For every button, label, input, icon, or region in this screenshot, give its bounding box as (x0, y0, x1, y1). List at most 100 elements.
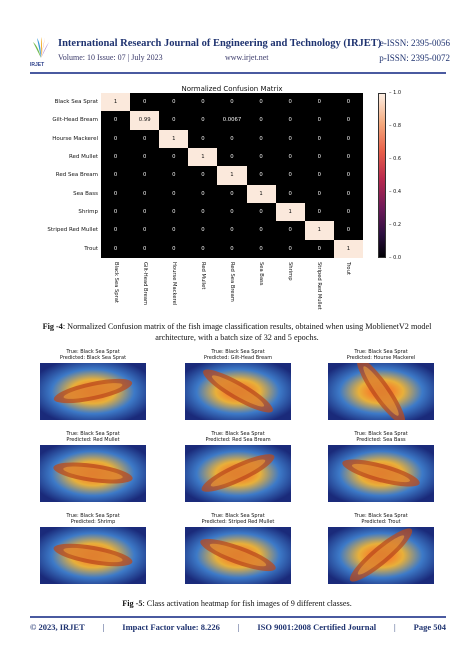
matrix-cell: 0 (201, 190, 205, 197)
matrix-cell: 0 (259, 227, 263, 234)
matrix-cell: 0 (259, 154, 263, 161)
matrix-cell: 0 (288, 190, 292, 197)
matrix-cell: 0 (230, 190, 234, 197)
colorbar-tick-label: – 0.4 (389, 189, 402, 195)
true-label: True: Black Sea Sprat (211, 431, 265, 437)
website-link[interactable]: www.irjet.net (225, 53, 269, 62)
matrix-cell: 0 (142, 227, 147, 234)
volume-info: Volume: 10 Issue: 07 | July 2023 (58, 53, 163, 62)
matrix-cell: 0 (172, 227, 176, 234)
colorbar-tick-label: – 1.0 (389, 90, 402, 96)
predicted-label: Predicted: Red Sea Bream (205, 436, 271, 443)
footer-iso: ISO 9001:2008 Certified Journal (257, 622, 377, 632)
y-axis-labels: Black Sea Sprat Gilt-Head Bream Hourse Mac… (20, 93, 98, 258)
footer-impact: Impact Factor value: 8.226 (122, 622, 220, 632)
true-label: True: Black Sea Sprat (354, 349, 408, 355)
x-tick-label: Hourse Mackerel (170, 262, 177, 306)
heatmap-tile: True: Black Sea Sprat Predicted: Trout (328, 513, 434, 584)
matrix-cell: 0 (230, 209, 234, 216)
matrix-cell: 1 (159, 129, 189, 148)
heatmap-grid: True: Black Sea Sprat Predicted: Black Se… (40, 349, 436, 586)
heatmap-tile: True: Black Sea Sprat Predicted: Gilt-Hea… (185, 349, 291, 420)
matrix-cell: 0 (142, 209, 147, 216)
matrix-cell: 0 (113, 117, 118, 124)
matrix-cell: 1 (333, 239, 363, 258)
matrix-cell: 1 (246, 184, 276, 203)
matrix-cell: 0 (142, 135, 147, 142)
chart-title: Normalized Confusion Matrix (181, 85, 283, 93)
matrix-cell: 0 (113, 209, 118, 216)
matrix-cell: 0 (172, 172, 176, 179)
colorbar-tick-label: – 0.6 (389, 156, 402, 162)
y-tick-label: Shrimp (78, 209, 98, 216)
y-tick-label: Striped Red Mullet (47, 227, 98, 234)
matrix-cell: 0 (201, 227, 205, 234)
x-tick-label: Sea Bass (258, 262, 265, 286)
heatmap-label: True: Black Sea Sprat Predicted: Sea Bass (328, 431, 434, 443)
matrix-cell: 0 (288, 172, 292, 179)
y-tick-label: Gilt-Head Bream (52, 117, 98, 124)
footer-divider (30, 616, 446, 618)
matrix-cell: 1 (188, 148, 218, 167)
matrix-cell: 0 (172, 154, 176, 161)
colorbar-tick-label: – 0.8 (389, 123, 402, 129)
matrix-cell: 0 (317, 245, 321, 252)
colorbar-tick-label: – 0.0 (389, 255, 402, 261)
heatmap-label: True: Black Sea Sprat Predicted: Red Mull… (40, 431, 146, 443)
footer-separator: | (394, 622, 396, 632)
true-label: True: Black Sea Sprat (211, 349, 265, 355)
footer-separator: | (102, 622, 105, 632)
confusion-matrix: 1 0 0 0 0 0 0 0 0 0 0.99 0 0 0.0067 0 0 0 0 0 0 1 0 0 0 0 0 0 0 0 0 1 0… (101, 93, 363, 258)
predicted-label: Predicted: Sea Bass (356, 436, 406, 443)
true-label: True: Black Sea Sprat (66, 513, 120, 519)
matrix-cell: 0 (142, 154, 147, 161)
heatmap-label: True: Black Sea Sprat Predicted: Red Sea … (185, 431, 291, 443)
matrix-cell: 0 (142, 190, 147, 197)
x-tick-label: Red Sea Bream (228, 262, 235, 302)
figure-5-label: Fig -5 (122, 599, 143, 608)
true-label: True: Black Sea Sprat (66, 349, 120, 355)
true-label: True: Black Sea Sprat (354, 431, 408, 437)
matrix-cell: 0 (317, 135, 321, 142)
matrix-cell: 0 (230, 154, 234, 161)
header-divider (30, 72, 446, 74)
matrix-cell: 0 (288, 135, 292, 142)
matrix-cell: 0 (259, 135, 263, 142)
figure-4-text: : Normalized Confusion matrix of the fis… (62, 322, 432, 342)
activation-heatmap-image (40, 363, 146, 420)
x-tick-label: Trout (345, 262, 352, 275)
heatmap-label: True: Black Sea Sprat Predicted: Gilt-Hea… (185, 349, 291, 361)
matrix-cell: 0 (317, 190, 321, 197)
matrix-cell: 0 (113, 190, 118, 197)
activation-heatmap-image (185, 363, 291, 420)
matrix-cell: 0 (172, 209, 176, 216)
matrix-cell: 0 (288, 154, 292, 161)
matrix-cell: 0 (346, 209, 351, 216)
matrix-cell: 0 (201, 99, 205, 106)
matrix-cell: 0 (230, 135, 234, 142)
matrix-cell: 0 (288, 99, 292, 106)
matrix-cell: 0 (113, 172, 118, 179)
predicted-label: Predicted: Black Sea Sprat (59, 354, 127, 361)
true-label: True: Black Sea Sprat (354, 513, 408, 519)
matrix-cell: 0 (317, 99, 321, 106)
matrix-cell: 0.0067 (222, 117, 242, 124)
matrix-cell: 0 (259, 245, 263, 252)
colorbar-ticks: – 1.0 – 0.8 – 0.6 – 0.4 – 0.2 – 0.0 (389, 90, 409, 261)
matrix-cell: 0 (172, 117, 176, 124)
heatmap-label: True: Black Sea Sprat Predicted: Trout (328, 513, 434, 525)
heatmap-label: True: Black Sea Sprat Predicted: Shrimp (40, 513, 146, 525)
matrix-cell: 0 (172, 245, 176, 252)
heatmap-tile: True: Black Sea Sprat Predicted: Hourse M… (328, 349, 434, 420)
figure-4-label: Fig -4 (42, 322, 63, 331)
matrix-cell: 0 (317, 154, 321, 161)
y-tick-label: Black Sea Sprat (54, 99, 98, 106)
predicted-label: Predicted: Hourse Mackerel (346, 354, 416, 361)
matrix-cell: 0 (230, 227, 234, 234)
true-label: True: Black Sea Sprat (66, 431, 120, 437)
footer-separator: | (237, 622, 240, 632)
figure-5-text: : Class activation heatmap for fish imag… (142, 599, 352, 608)
matrix-cell: 0 (230, 99, 234, 106)
e-issn: e-ISSN: 2395-0056 (379, 38, 450, 48)
matrix-cell: 0 (317, 209, 321, 216)
